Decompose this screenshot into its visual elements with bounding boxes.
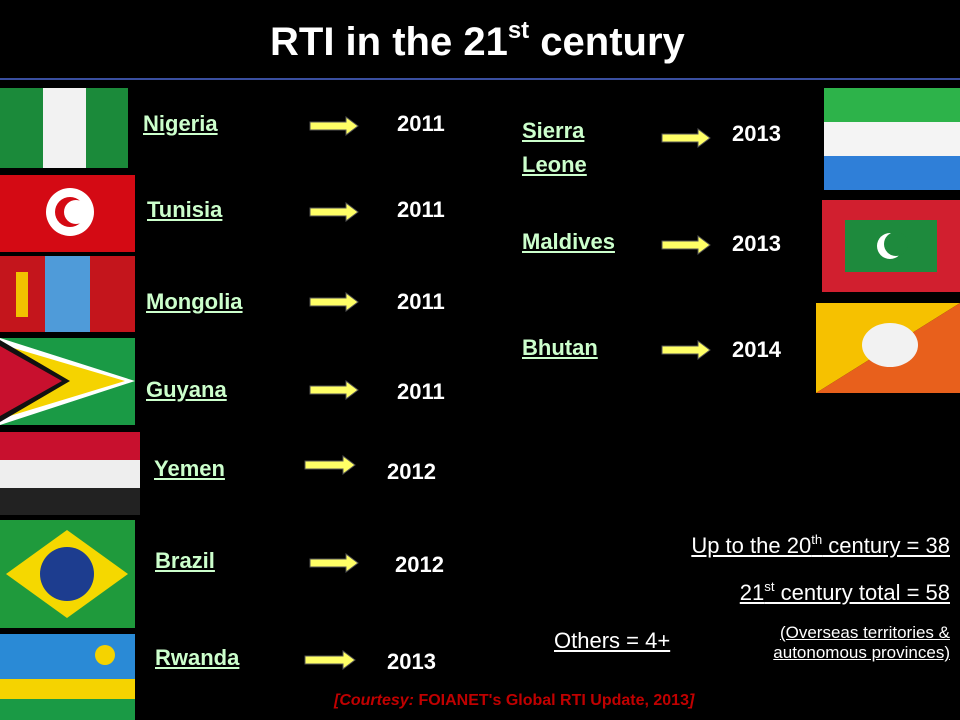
note-sup: th — [811, 531, 823, 547]
title-text: RTI in the 21 — [270, 20, 508, 64]
courtesy-text: [Courtesy: — [334, 692, 419, 709]
flag-nigeria — [0, 88, 128, 168]
note-line: (Overseas territories & — [779, 623, 950, 642]
country-name: Maldives — [522, 229, 615, 254]
note-text: 21 — [739, 580, 765, 605]
flag-guyana — [0, 338, 135, 425]
flag-bhutan — [816, 303, 960, 393]
flag-tunisia — [0, 175, 135, 252]
country-name: Rwanda — [155, 645, 240, 670]
note-text: century = 38 — [822, 533, 950, 558]
courtesy-source: FOIANET's Global RTI Update, 2013 — [418, 692, 689, 709]
others: Others = 4+ — [554, 628, 671, 653]
total-20th: Up to the 20th century = 38 — [691, 531, 950, 558]
year: 2011 — [397, 289, 445, 314]
title-text: century — [529, 20, 685, 64]
year: 2013 — [387, 649, 436, 674]
note-line: autonomous provinces) — [773, 643, 950, 663]
flag-rwanda — [0, 634, 135, 720]
year: 2011 — [397, 197, 445, 222]
others-note: (Overseas territories & autonomous provin… — [773, 623, 950, 664]
title: RTI in the 21st century — [270, 19, 685, 64]
country-name: Brazil — [155, 548, 215, 573]
note-sup: st — [764, 578, 775, 594]
country-name: Sierra — [522, 118, 585, 143]
year: 2013 — [732, 231, 781, 256]
title-sup: st — [507, 17, 530, 45]
country-name: Tunisia — [147, 197, 223, 222]
total-21st: 21st century total = 58 — [739, 578, 950, 605]
year: 2012 — [395, 552, 444, 577]
note-text: century total = 58 — [774, 580, 950, 605]
flag-maldives — [822, 200, 960, 292]
note-text: Up to the 20 — [691, 533, 812, 558]
country-name: Guyana — [146, 377, 227, 402]
year: 2014 — [732, 337, 781, 362]
flag-brazil — [0, 520, 135, 628]
country-name: Mongolia — [146, 289, 243, 314]
flag-yemen — [0, 432, 140, 515]
country-name: Nigeria — [143, 111, 218, 136]
courtesy: [Courtesy: FOIANET's Global RTI Update, … — [334, 693, 694, 709]
flag-sierra-leone — [824, 88, 960, 190]
year: 2012 — [387, 459, 436, 484]
year: 2011 — [397, 379, 445, 404]
year: 2011 — [397, 111, 445, 136]
country-name: Yemen — [154, 456, 225, 481]
flag-mongolia — [0, 256, 135, 332]
arrows — [304, 116, 711, 670]
courtesy-text: ] — [688, 692, 695, 709]
country-name: Leone — [522, 152, 587, 177]
country-name: Bhutan — [522, 335, 598, 360]
year: 2013 — [732, 121, 781, 146]
